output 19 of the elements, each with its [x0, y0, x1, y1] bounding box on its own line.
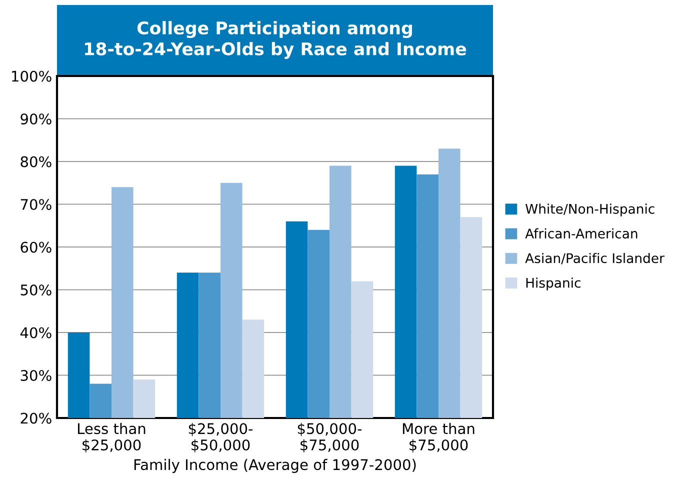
legend-label: White/Non-Hispanic	[526, 204, 654, 216]
y-tick-label: 40%	[20, 327, 52, 338]
x-axis-title: Family Income (Average of 1997-2000)	[134, 458, 416, 473]
x-tick-label: $50,000- $75,000	[298, 422, 362, 452]
y-tick-label: 70%	[20, 198, 52, 210]
y-tick-label: 60%	[20, 242, 52, 253]
x-tick-label: Less than $25,000	[78, 422, 146, 452]
chart-title: College Participation among 18-to-24-Year-Olds by Race and Income	[85, 21, 466, 59]
legend-label: Hispanic	[526, 278, 580, 290]
y-tick-label: 30%	[20, 370, 52, 381]
legend-label: Asian/Pacific Islander	[525, 252, 664, 264]
y-tick-label: 90%	[20, 113, 52, 124]
legend-label: African-American	[525, 228, 638, 239]
y-tick-label: 100%	[12, 70, 52, 82]
y-tick-label: 80%	[20, 156, 52, 168]
x-tick-label: More than $75,000	[402, 422, 474, 452]
x-tick-label: $25,000- $50,000	[188, 422, 253, 452]
y-tick-label: 20%	[20, 412, 52, 424]
y-tick-label: 50%	[20, 284, 52, 296]
